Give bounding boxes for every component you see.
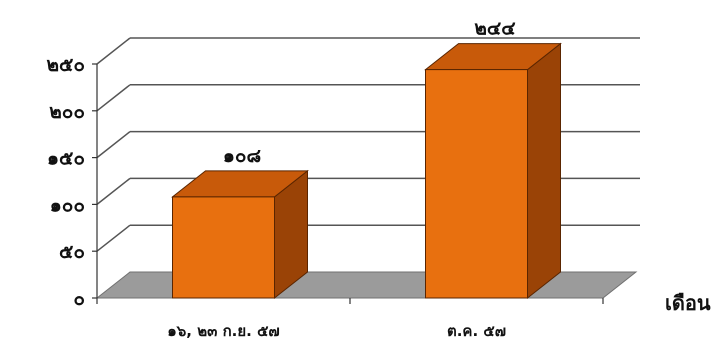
- gridline-diagonal: [96, 177, 131, 205]
- data-label: ๑๐๘: [223, 145, 261, 167]
- y-tick-label: ๒๕๐: [46, 54, 85, 76]
- gridline-diagonal: [96, 37, 131, 65]
- y-tick-label: ๕๐: [59, 241, 85, 263]
- gridline-diagonal: [96, 224, 131, 252]
- y-tick-label: ๒๐๐: [49, 101, 85, 123]
- y-axis: ๐ ๕๐ ๑๐๐ ๑๕๐ ๒๐๐ ๒๕๐: [46, 54, 604, 310]
- bar-front: [425, 69, 528, 299]
- y-tick-label: ๑๕๐: [47, 148, 85, 170]
- bar-side: [527, 42, 561, 300]
- bar: [171, 169, 309, 300]
- y-tick-label: ๐: [73, 288, 85, 310]
- x-category-label: ๑๖, ๒๓ ก.ย. ๕๗: [167, 322, 279, 340]
- gridline-diagonal: [96, 131, 131, 159]
- gridline-diagonal: [96, 84, 131, 112]
- x-axis-title: เดือน: [665, 291, 711, 315]
- data-label: ๒๔๔: [474, 18, 515, 40]
- bar-front: [172, 196, 275, 299]
- x-category-label: ต.ค. ๕๗: [447, 322, 506, 340]
- y-tick-label: ๑๐๐: [50, 194, 85, 216]
- bar: [424, 42, 562, 300]
- bars-layer: [171, 42, 562, 300]
